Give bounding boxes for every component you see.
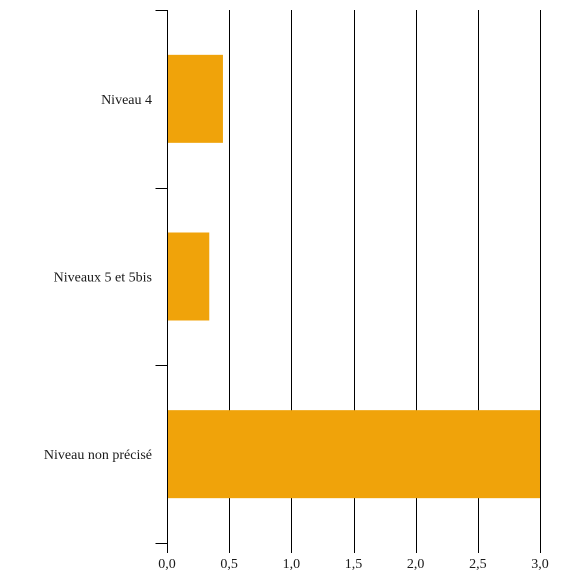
x-tick-label-3: 1,5 (345, 557, 363, 572)
axes (155, 10, 541, 553)
x-tick-label-2: 1,0 (283, 557, 301, 572)
x-tick-label-0: 0,0 (158, 557, 176, 572)
category-label-0: Niveau 4 (101, 93, 152, 108)
x-tick-label-5: 2,5 (469, 557, 487, 572)
bar-0 (167, 54, 223, 143)
category-label-1: Niveaux 5 et 5bis (54, 271, 152, 286)
bars (167, 54, 540, 499)
x-tick-label-1: 0,5 (220, 557, 238, 572)
labels: Niveau 4 Niveaux 5 et 5bis Niveau non préc… (44, 93, 549, 572)
x-tick-label-4: 2,0 (407, 557, 425, 572)
category-label-2: Niveau non précisé (44, 448, 152, 463)
bar-2 (167, 410, 540, 499)
x-tick-label-6: 3,0 (531, 557, 549, 572)
bar-1 (167, 232, 210, 321)
